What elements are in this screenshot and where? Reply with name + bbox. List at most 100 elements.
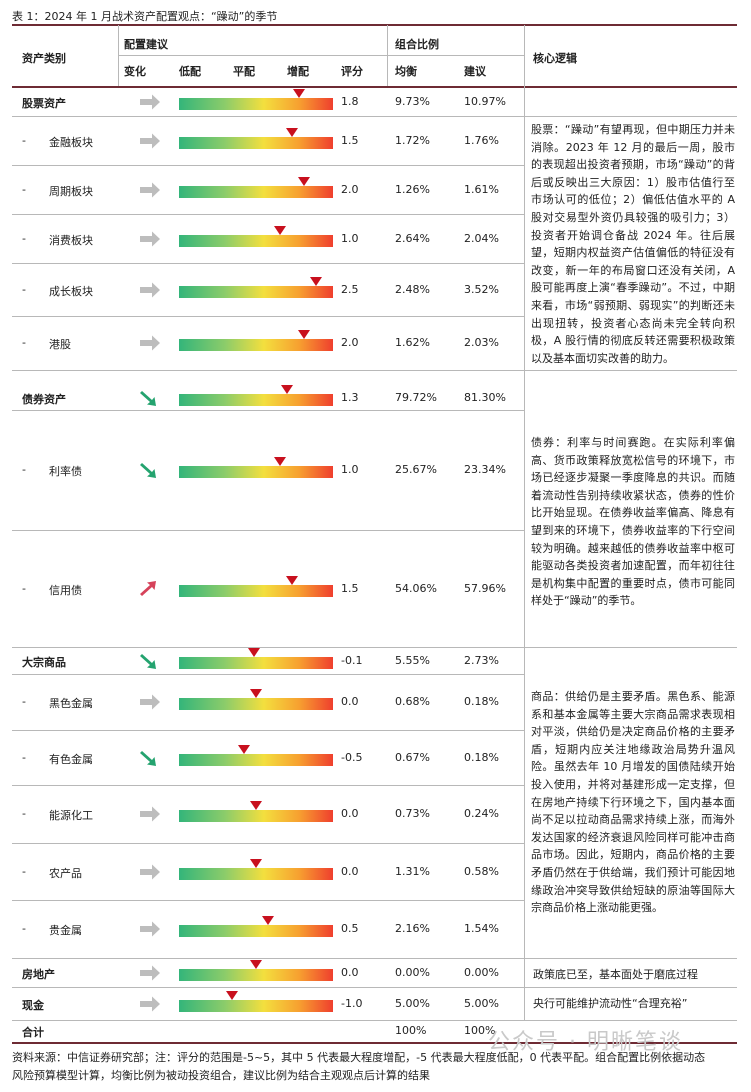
suggested-ratio: 0.18% [464, 695, 499, 708]
table-bottom-rule [12, 1042, 737, 1044]
balanced-ratio: 1.26% [395, 182, 430, 196]
score-gradient-bar [179, 753, 333, 766]
balanced-ratio: 2.48% [395, 282, 430, 296]
score-marker [286, 127, 299, 137]
balanced-ratio: 0.00% [395, 965, 430, 979]
col-divider [118, 25, 119, 86]
asset-name: 大宗商品 [22, 655, 66, 669]
suggested-ratio: 1.54% [464, 922, 499, 935]
col-divider [524, 25, 525, 1020]
score-value: 1.5 [341, 133, 359, 147]
logic-real-estate: 政策底已至，基本面处于磨底过程 [533, 968, 698, 981]
score-gradient-bar [179, 867, 333, 880]
arrow-right-icon [139, 230, 161, 248]
suggested-ratio: 23.34% [464, 463, 506, 476]
suggested-ratio: 0.18% [464, 750, 499, 764]
asset-name: 贵金属 [49, 924, 82, 937]
score-marker [237, 744, 250, 754]
row-divider [12, 843, 524, 844]
row-divider [12, 987, 737, 988]
logic-commodity: 商品：供给仍是主要矛盾。黑色系、能源系和基本金属等主要大宗商品需求表现相对平淡，… [531, 690, 735, 915]
asset-name: 能源化工 [49, 809, 93, 822]
suggested-ratio: 0.58% [464, 864, 499, 878]
suggested-ratio: 0.00% [464, 965, 499, 979]
score-value: -1.0 [341, 996, 363, 1010]
row-dash: - [22, 336, 26, 349]
balanced-ratio: 5.55% [395, 653, 430, 667]
suggested-ratio: 2.03% [464, 336, 499, 349]
arrow-down-right-icon [139, 461, 161, 479]
score-marker [281, 385, 294, 394]
arrow-right-icon [139, 995, 161, 1013]
row-dash: - [22, 231, 26, 245]
score-gradient-bar [179, 999, 333, 1012]
suggested-ratio: 1.61% [464, 182, 499, 196]
score-marker [225, 990, 238, 1000]
arrow-right-icon [139, 132, 161, 150]
balanced-ratio: 54.06% [395, 581, 437, 595]
logic-cash: 央行可能维护流动性“合理充裕” [533, 997, 688, 1010]
score-value: 1.5 [341, 581, 359, 595]
arrow-right-icon [139, 920, 161, 938]
score-value: -0.5 [341, 750, 363, 764]
asset-name: 有色金属 [49, 752, 93, 766]
arrow-right-icon [139, 281, 161, 299]
score-gradient-bar [179, 185, 333, 198]
score-marker [250, 858, 262, 868]
row-dash: - [22, 182, 26, 196]
score-gradient-bar [179, 98, 333, 110]
score-marker [298, 176, 311, 186]
row-divider [12, 410, 524, 411]
row-divider [12, 785, 524, 786]
score-value: 2.0 [341, 336, 359, 349]
score-value: 0.0 [341, 864, 359, 878]
suggested-ratio: 3.52% [464, 282, 499, 296]
col-neutral: 平配 [233, 65, 255, 78]
row-dash: - [22, 750, 26, 764]
score-value: 1.3 [341, 391, 359, 404]
balanced-ratio: 79.72% [395, 391, 437, 404]
header-sub-rule [118, 55, 524, 56]
balanced-ratio: 9.73% [395, 95, 430, 108]
score-marker [286, 575, 299, 585]
row-dash: - [22, 581, 26, 595]
score-value: 1.0 [341, 231, 359, 245]
score-value: 1.0 [341, 463, 359, 476]
col-balanced: 均衡 [395, 65, 417, 78]
balanced-ratio: 0.73% [395, 807, 430, 820]
col-asset-class: 资产类别 [22, 52, 66, 65]
score-marker [293, 89, 306, 98]
col-divider [387, 25, 388, 86]
col-logic: 核心逻辑 [533, 52, 577, 65]
balanced-ratio: 2.16% [395, 922, 430, 935]
balanced-ratio: 25.67% [395, 463, 437, 476]
arrow-down-right-icon [139, 749, 161, 767]
score-gradient-bar [179, 394, 333, 406]
row-dash: - [22, 133, 26, 147]
suggested-ratio: 10.97% [464, 95, 506, 108]
row-divider [12, 214, 524, 215]
suggested-ratio: 0.24% [464, 807, 499, 820]
row-divider [12, 316, 524, 317]
suggested-ratio: 2.73% [464, 653, 499, 667]
score-gradient-bar [179, 339, 333, 351]
footnote-line-2: 风险预算模型计算，均衡比例为被动投资组合，建议比例为结合主观观点后计算的结果 [12, 1069, 430, 1082]
col-underweight: 低配 [179, 65, 201, 78]
total-label: 合计 [22, 1026, 44, 1039]
score-gradient-bar [179, 136, 333, 149]
row-divider [12, 116, 737, 117]
logic-equity: 股票：“躁动”有望再现，但中期压力并未消除。2023 年 12 月的最后一周，股… [531, 123, 735, 365]
score-value: 0.0 [341, 965, 359, 979]
asset-name: 农产品 [49, 866, 82, 880]
balanced-ratio: 5.00% [395, 996, 430, 1010]
asset-name: 房地产 [22, 967, 55, 981]
row-divider [12, 647, 737, 648]
total-balanced: 100% [395, 1024, 427, 1037]
balanced-ratio: 1.31% [395, 864, 430, 878]
suggested-ratio: 81.30% [464, 391, 506, 404]
total-rule [12, 1020, 737, 1021]
score-value: 2.0 [341, 182, 359, 196]
score-value: 1.8 [341, 95, 359, 108]
asset-name: 利率债 [49, 465, 82, 478]
arrow-right-icon [139, 805, 161, 823]
